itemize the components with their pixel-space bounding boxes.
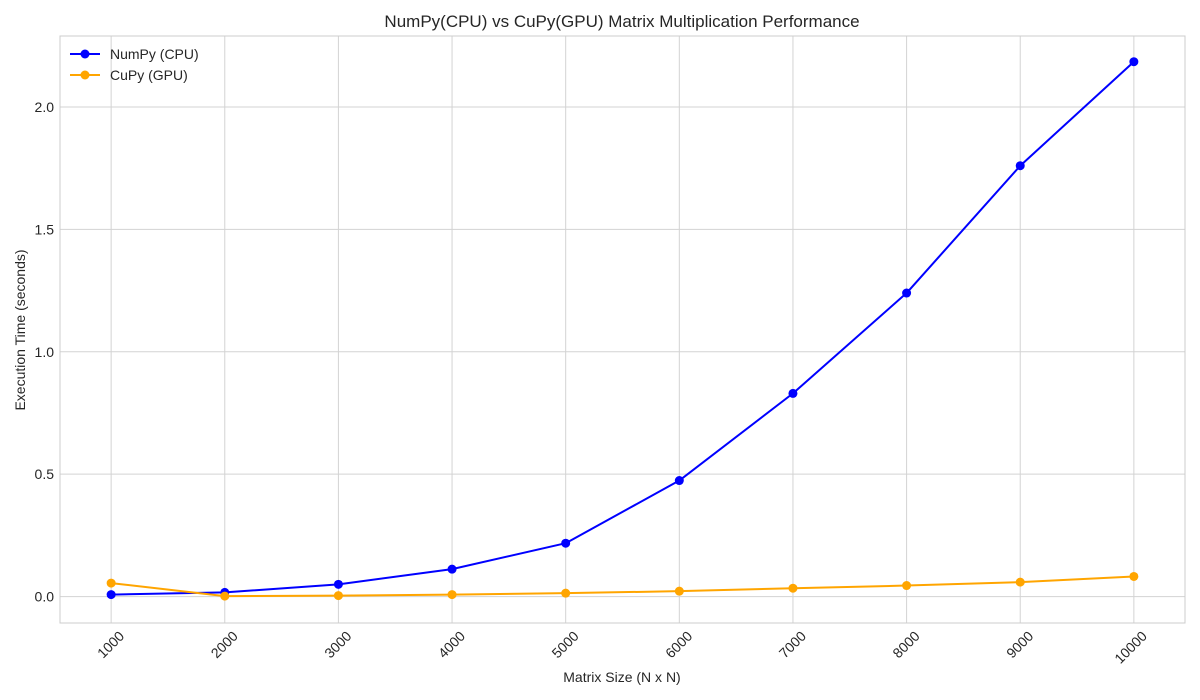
grid — [60, 36, 1185, 623]
data-point-cupy-gpu — [220, 591, 230, 601]
y-axis-title: Execution Time (seconds) — [12, 249, 28, 410]
x-tick-label: 10000 — [1111, 628, 1150, 667]
y-tick-label: 1.0 — [35, 344, 55, 360]
series-layer — [106, 57, 1139, 601]
legend-entry-cupy: CuPy (GPU) — [70, 67, 188, 83]
x-tick-label: 5000 — [548, 628, 581, 661]
data-point-cupy-gpu — [1015, 577, 1025, 587]
chart-title: NumPy(CPU) vs CuPy(GPU) Matrix Multiplic… — [384, 12, 859, 31]
data-point-numpy-cpu — [1015, 161, 1025, 171]
x-tick-label: 4000 — [435, 628, 468, 661]
x-tick-label: 3000 — [321, 628, 354, 661]
legend: NumPy (CPU) CuPy (GPU) — [70, 46, 199, 83]
legend-marker-numpy — [80, 49, 90, 59]
data-point-cupy-gpu — [788, 583, 798, 593]
data-point-numpy-cpu — [561, 538, 571, 548]
data-point-cupy-gpu — [561, 588, 571, 598]
x-tick-label: 9000 — [1003, 628, 1036, 661]
x-tick-label: 7000 — [776, 628, 809, 661]
y-tick-label: 0.5 — [35, 466, 55, 482]
x-axis-title: Matrix Size (N x N) — [563, 669, 680, 685]
data-point-numpy-cpu — [674, 476, 684, 486]
data-point-cupy-gpu — [447, 590, 457, 600]
series-line-numpy-cpu — [111, 60, 1135, 596]
series-line-cupy-gpu — [111, 575, 1134, 598]
data-point-cupy-gpu — [1129, 571, 1139, 581]
y-tick-label: 2.0 — [35, 99, 55, 115]
plot-frame — [59, 35, 1186, 624]
legend-entry-numpy: NumPy (CPU) — [70, 46, 199, 62]
y-tick-label: 1.5 — [35, 221, 55, 237]
data-point-numpy-cpu — [1129, 57, 1139, 67]
series-numpy-cpu — [106, 57, 1139, 600]
legend-label-cupy: CuPy (GPU) — [110, 67, 188, 83]
data-point-numpy-cpu — [788, 388, 798, 398]
x-tick-label: 6000 — [662, 628, 695, 661]
data-point-cupy-gpu — [333, 591, 343, 601]
x-tick-label: 8000 — [889, 628, 922, 661]
data-point-numpy-cpu — [106, 590, 116, 600]
data-point-cupy-gpu — [106, 578, 116, 588]
y-tick-label: 0.0 — [35, 589, 55, 605]
data-point-cupy-gpu — [674, 586, 684, 596]
data-point-numpy-cpu — [333, 579, 343, 589]
data-point-numpy-cpu — [902, 288, 912, 298]
x-tick-label: 2000 — [208, 628, 241, 661]
legend-label-numpy: NumPy (CPU) — [110, 46, 199, 62]
legend-marker-cupy — [80, 70, 90, 80]
x-tick-label: 1000 — [94, 628, 127, 661]
data-point-numpy-cpu — [447, 564, 457, 574]
y-tick-labels: 0.0 0.5 1.0 1.5 2.0 — [35, 99, 55, 605]
data-point-cupy-gpu — [902, 581, 912, 591]
x-tick-labels: 1000 2000 3000 4000 5000 6000 7000 8000 9000 1000… — [94, 628, 1150, 667]
series-cupy-gpu — [106, 571, 1139, 601]
